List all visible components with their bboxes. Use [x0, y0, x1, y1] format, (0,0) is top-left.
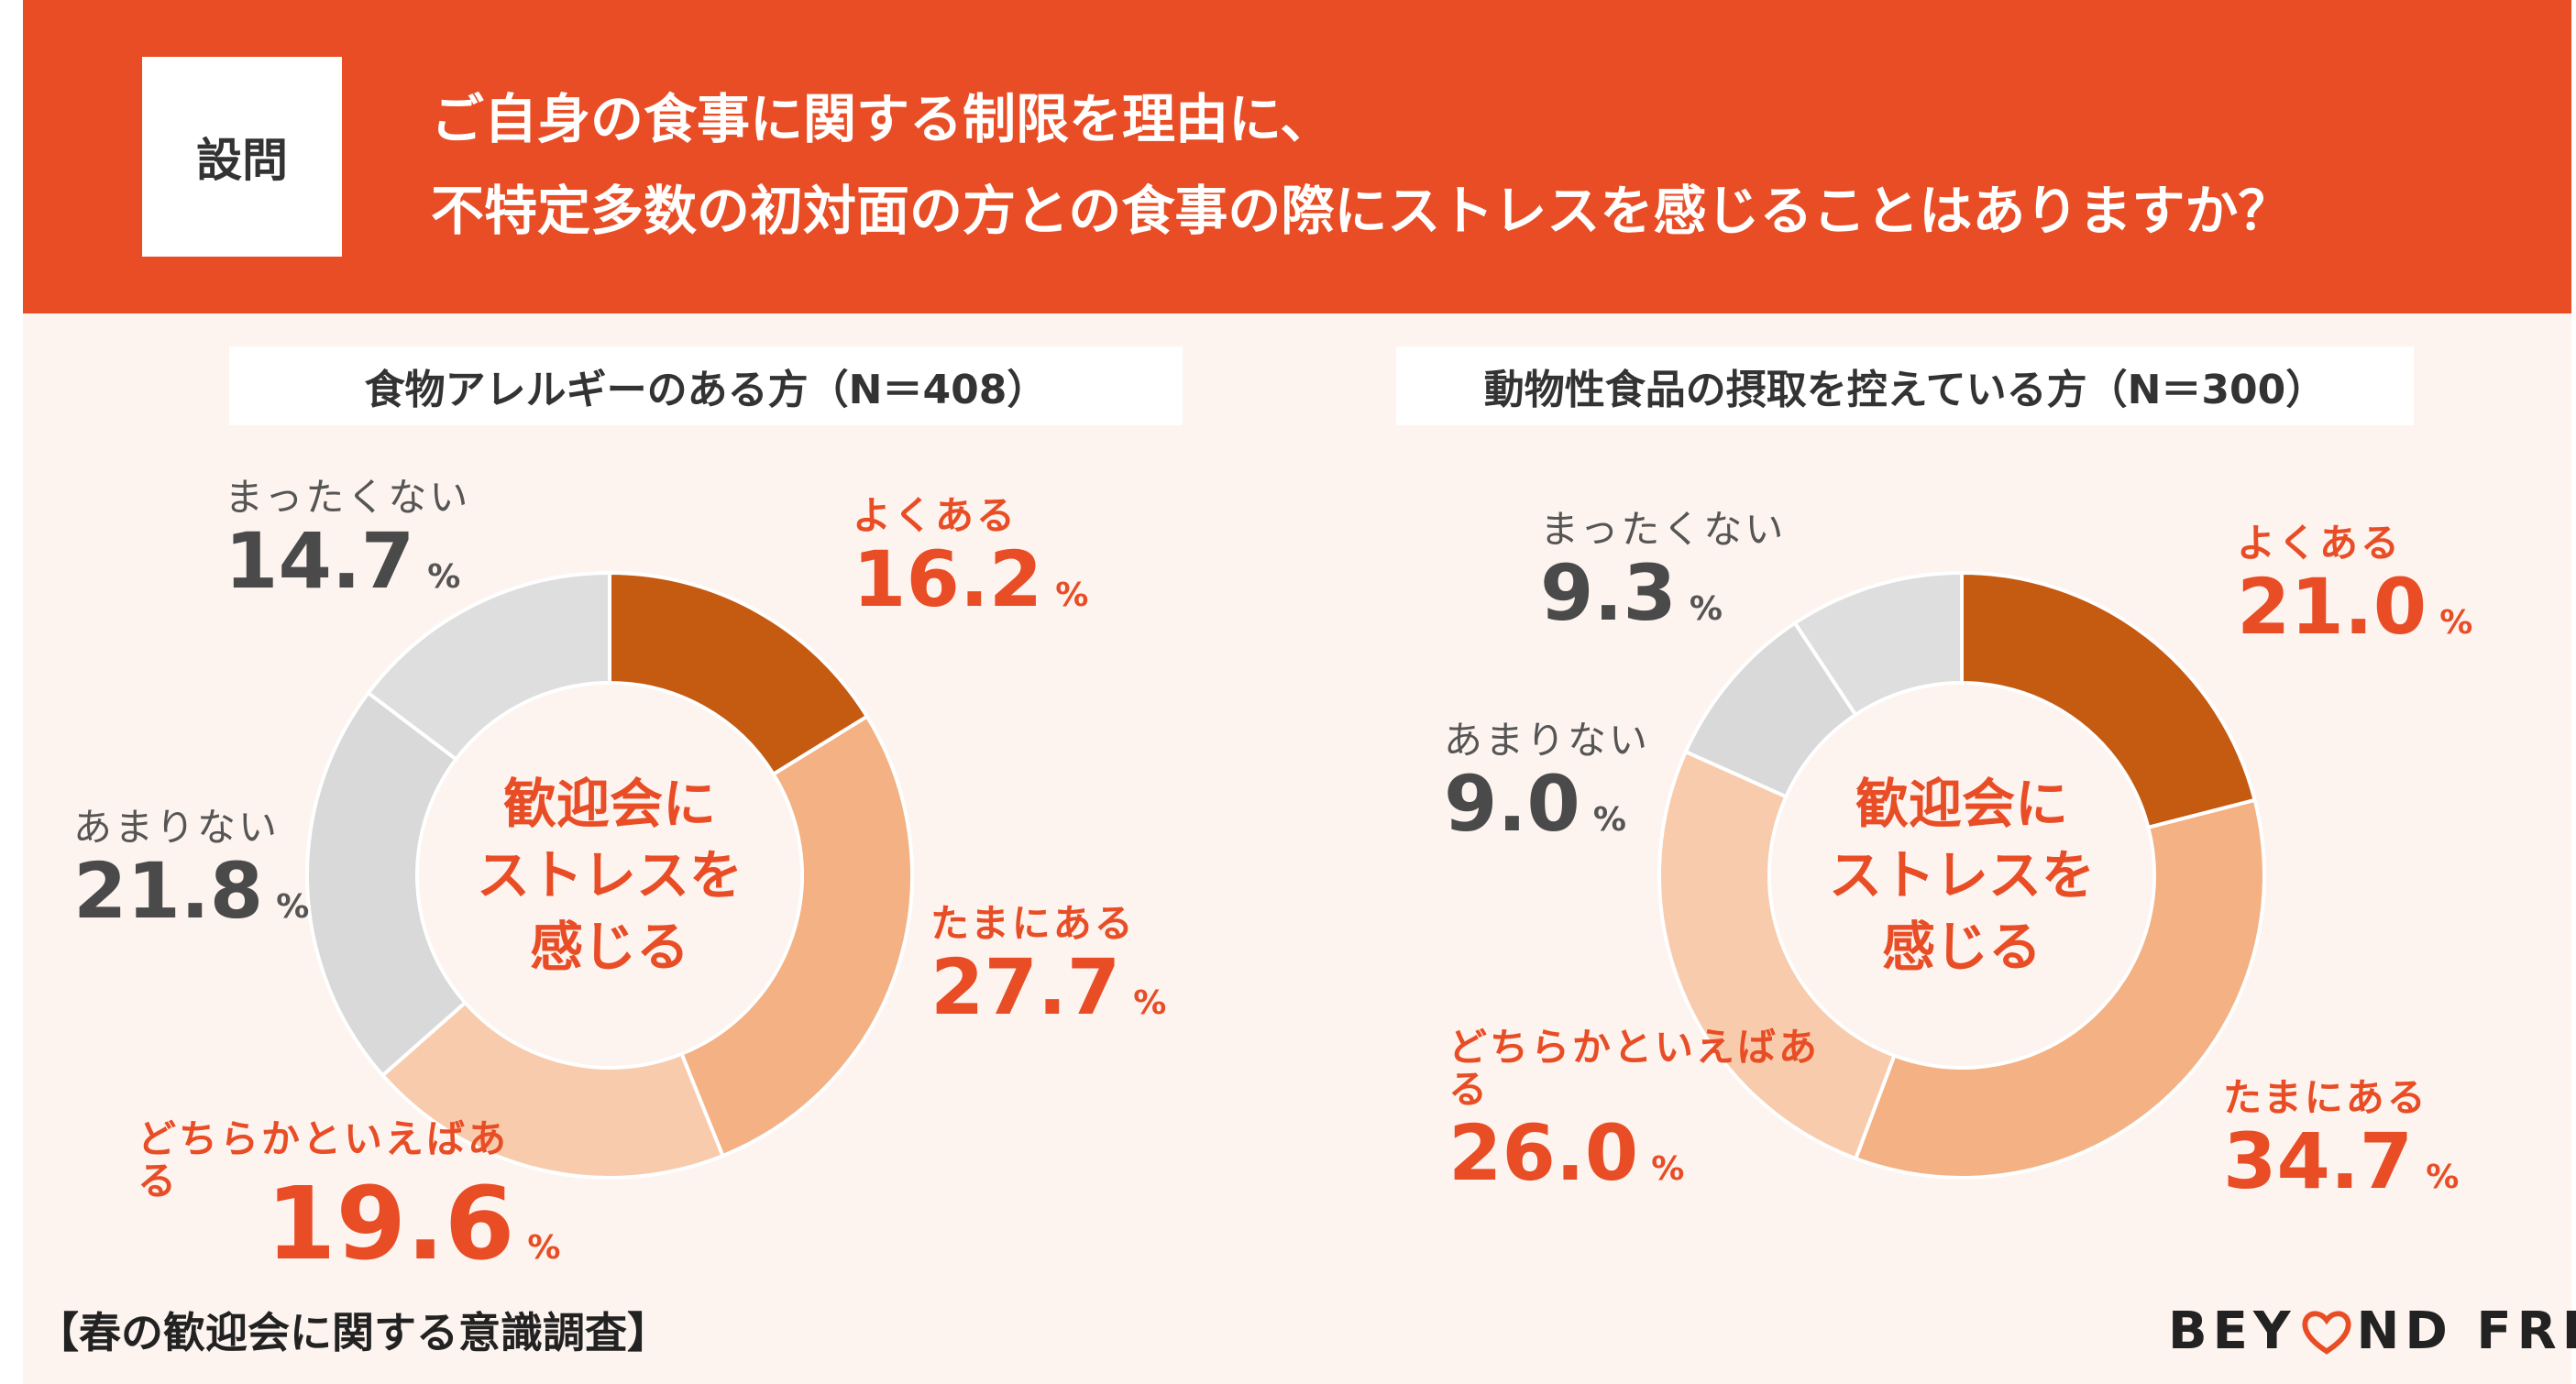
chart-1-label-somewhat: どちらかといえばある	[138, 1116, 510, 1204]
chart-2-label-somewhat: どちらかといえばある 26.0%	[1448, 1025, 1821, 1199]
chart-1-slice-sometimes	[678, 713, 914, 1159]
chart-1-title: 食物アレルギーのある方（N＝408）	[229, 346, 1183, 425]
chart-2-title: 動物性食品の摂取を控えている方（N＝300）	[1396, 346, 2414, 425]
chart-1-donut-hole	[419, 685, 800, 1066]
chart-1-label-sometimes: たまにある 27.7%	[930, 901, 1167, 1033]
donut-chart-allergy	[305, 570, 914, 1180]
chart-2-label-often: よくある 21.0%	[2237, 521, 2473, 653]
question-line-1: ご自身の食事に関する制限を理由に、	[431, 88, 1334, 150]
chart-2-label-never: まったくない 9.3%	[1540, 507, 1787, 639]
chart-2-label-rarely: あまりない 9.0%	[1444, 718, 1651, 850]
chart-2-center-label: 歓迎会に ストレスを 感じる	[1828, 773, 2095, 978]
chart-1-label-rarely: あまりない 21.8%	[73, 805, 310, 937]
chart-2-donut-hole	[1771, 685, 2152, 1066]
chart-1-slice-somewhat	[380, 1000, 726, 1180]
chart-1-slice-rarely	[305, 690, 468, 1079]
chart-2-label-sometimes: たまにある 34.7%	[2223, 1075, 2460, 1207]
heart-icon	[2301, 1310, 2351, 1355]
chart-1-slice-never	[365, 570, 611, 763]
chart-1-center-label: 歓迎会に ストレスを 感じる	[476, 773, 743, 978]
chart-1-label-never: まったくない 14.7%	[225, 475, 471, 607]
chart-1-slice-often	[608, 570, 870, 777]
chart-2-slice-never	[1792, 570, 1964, 718]
header-banner: 設問 ご自身の食事に関する制限を理由に、 不特定多数の初対面の方との食事の際にス…	[23, 0, 2571, 313]
chart-1-label-often: よくある 16.2%	[853, 493, 1089, 625]
chart-2-slice-sometimes	[1853, 797, 2266, 1180]
question-tag: 設問	[142, 57, 342, 257]
question-text: ご自身の食事に関する制限を理由に、 不特定多数の初対面の方との食事の際にストレス…	[431, 73, 2539, 257]
chart-1-value-somewhat: 19.6%	[266, 1165, 561, 1282]
survey-title: 【春の歓迎会に関する意識調査】	[37, 1308, 669, 1357]
chart-2-slice-often	[1960, 570, 2258, 830]
donut-chart-animal-food	[1657, 570, 2266, 1180]
chart-2-slice-somewhat	[1657, 749, 1897, 1161]
question-line-2: 不特定多数の初対面の方との食事の際にストレスを感じることはありますか？	[431, 180, 2292, 242]
brand-logo: BEY ND FREE	[2168, 1302, 2576, 1361]
